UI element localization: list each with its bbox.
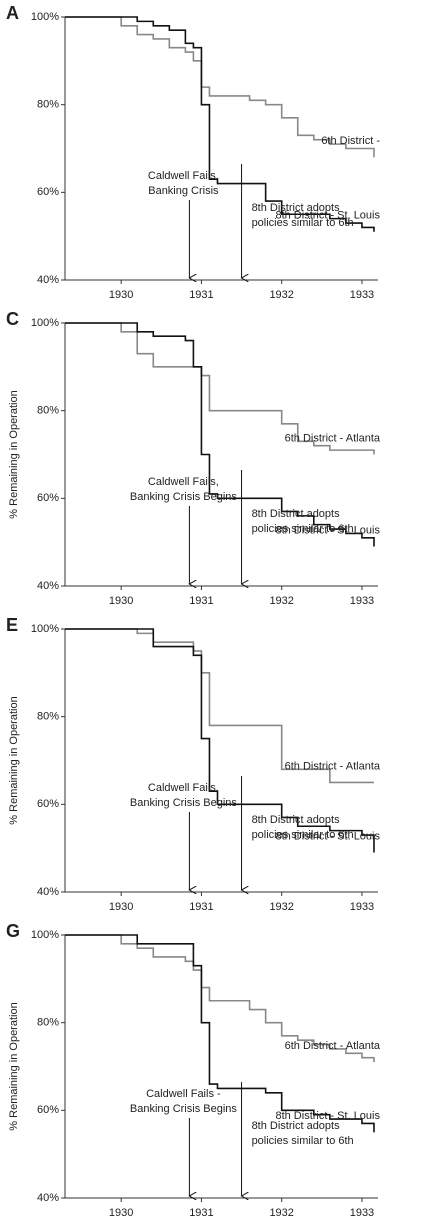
x-tick-label: 1932: [269, 289, 293, 301]
panel-letter: E: [6, 615, 18, 635]
series-label: 6th District - Atlanta: [285, 432, 381, 444]
y-tick-label: 40%: [37, 886, 59, 898]
annotation: 8th District adopts: [252, 202, 341, 214]
annotation: policies similar to 6th: [252, 217, 354, 229]
y-axis-title: % Remaining in Operation: [8, 390, 20, 518]
y-tick-label: 100%: [31, 317, 59, 329]
annotation: Banking Crisis Begins: [130, 1103, 237, 1115]
series-label: 8th District - St. Louis: [275, 1110, 380, 1122]
y-tick-label: 80%: [37, 1017, 59, 1029]
x-tick-label: 1930: [109, 595, 133, 607]
annotation: policies similar to 6th: [252, 523, 354, 535]
x-tick-label: 1931: [189, 901, 213, 913]
y-tick-label: 40%: [37, 1192, 59, 1204]
series-line: [65, 934, 375, 1063]
annotation: 8th District adopts: [252, 1120, 341, 1132]
annotation: Caldwell Fails,: [148, 170, 219, 182]
y-tick-label: 100%: [31, 623, 59, 635]
y-tick-label: 80%: [37, 99, 59, 111]
series-line: [65, 322, 375, 547]
y-tick-label: 40%: [37, 274, 59, 286]
annotation: Caldwell Fails,: [148, 782, 219, 794]
annotation: 8th District adopts: [252, 508, 341, 520]
series-line: [65, 16, 375, 158]
y-axis-title: % Remaining in Operation: [8, 1002, 20, 1130]
y-tick-label: 80%: [37, 405, 59, 417]
annotation: Caldwell Fails -: [146, 1088, 221, 1100]
y-tick-label: 60%: [37, 492, 59, 504]
annotation: Banking Crisis Begins: [130, 797, 237, 809]
series-label: 6th District -: [321, 135, 380, 147]
panel-letter: G: [6, 921, 20, 941]
x-tick-label: 1931: [189, 595, 213, 607]
x-tick-label: 1930: [109, 901, 133, 913]
series-line: [65, 16, 375, 232]
annotation: Banking Crisis Begins: [130, 491, 237, 503]
x-tick-label: 1932: [269, 1207, 293, 1219]
y-tick-label: 60%: [37, 798, 59, 810]
y-tick-label: 40%: [37, 580, 59, 592]
x-tick-label: 1931: [189, 1207, 213, 1219]
x-tick-label: 1932: [269, 595, 293, 607]
panel-letter: C: [6, 309, 19, 329]
series-label: 6th District - Atlanta: [285, 760, 381, 772]
x-tick-label: 1933: [350, 1207, 374, 1219]
panel-letter: A: [6, 3, 19, 23]
y-tick-label: 100%: [31, 929, 59, 941]
annotation: policies similar to 6th: [252, 829, 354, 841]
x-tick-label: 1933: [350, 901, 374, 913]
x-tick-label: 1932: [269, 901, 293, 913]
series-label: 8th District - St. Louis: [275, 830, 380, 842]
annotation: Banking Crisis: [148, 185, 219, 197]
y-tick-label: 80%: [37, 711, 59, 723]
series-line: [65, 934, 375, 1133]
y-tick-label: 60%: [37, 1104, 59, 1116]
annotation: 8th District adopts: [252, 814, 341, 826]
series-label: 8th District - St. Louis: [275, 524, 380, 536]
series-line: [65, 322, 375, 455]
series-label: 6th District - Atlanta: [285, 1040, 381, 1052]
y-tick-label: 100%: [31, 11, 59, 23]
x-tick-label: 1931: [189, 289, 213, 301]
x-tick-label: 1933: [350, 289, 374, 301]
series-line: [65, 628, 375, 853]
y-axis-title: % Remaining in Operation: [8, 696, 20, 824]
x-tick-label: 1930: [109, 289, 133, 301]
series-label: 8th District - St. Louis: [275, 210, 380, 222]
x-tick-label: 1933: [350, 595, 374, 607]
annotation: Caldwell Fails,: [148, 476, 219, 488]
y-tick-label: 60%: [37, 186, 59, 198]
x-tick-label: 1930: [109, 1207, 133, 1219]
annotation: policies similar to 6th: [252, 1135, 354, 1147]
